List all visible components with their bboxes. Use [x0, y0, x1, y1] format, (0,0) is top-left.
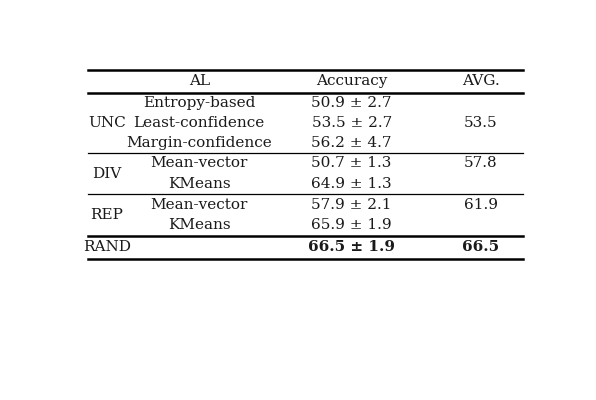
- Text: 64.9 ± 1.3: 64.9 ± 1.3: [311, 177, 392, 191]
- Text: UNC: UNC: [88, 116, 126, 130]
- Text: DIV: DIV: [92, 166, 122, 180]
- Text: 57.8: 57.8: [464, 156, 498, 170]
- Text: 66.5: 66.5: [462, 240, 499, 254]
- Text: 56.2 ± 4.7: 56.2 ± 4.7: [311, 136, 392, 150]
- Text: Mean-vector: Mean-vector: [151, 156, 248, 170]
- Text: 53.5: 53.5: [464, 116, 498, 130]
- Text: 65.9 ± 1.9: 65.9 ± 1.9: [311, 218, 392, 232]
- Text: 50.7 ± 1.3: 50.7 ± 1.3: [312, 156, 392, 170]
- Text: REP: REP: [91, 208, 123, 222]
- Text: AL: AL: [189, 74, 210, 88]
- Text: AVG.: AVG.: [462, 74, 500, 88]
- Text: RAND: RAND: [83, 240, 131, 254]
- Text: Mean-vector: Mean-vector: [151, 198, 248, 212]
- Text: Entropy-based: Entropy-based: [143, 96, 256, 110]
- Text: KMeans: KMeans: [168, 218, 231, 232]
- Text: 66.5 ± 1.9: 66.5 ± 1.9: [308, 240, 395, 254]
- Text: Least-confidence: Least-confidence: [134, 116, 265, 130]
- Text: KMeans: KMeans: [168, 177, 231, 191]
- Text: 61.9: 61.9: [464, 198, 498, 212]
- Text: 53.5 ± 2.7: 53.5 ± 2.7: [312, 116, 392, 130]
- Text: Accuracy: Accuracy: [316, 74, 387, 88]
- Text: Margin-confidence: Margin-confidence: [126, 136, 272, 150]
- Text: 57.9 ± 2.1: 57.9 ± 2.1: [311, 198, 392, 212]
- Text: 50.9 ± 2.7: 50.9 ± 2.7: [311, 96, 392, 110]
